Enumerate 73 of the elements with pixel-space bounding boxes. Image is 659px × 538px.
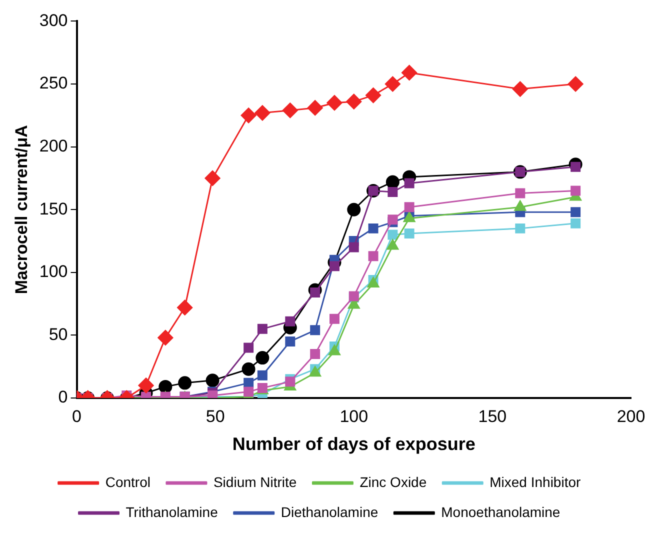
point <box>307 100 323 116</box>
point <box>257 370 268 380</box>
point <box>570 186 581 196</box>
point <box>366 88 382 104</box>
legend-label: Control <box>105 474 150 490</box>
point <box>514 200 526 211</box>
point <box>178 376 192 390</box>
point <box>404 178 414 188</box>
legend-label: Mixed Inhibitor <box>490 474 581 490</box>
point <box>240 108 256 124</box>
legend-label: Sidium Nitrite <box>213 474 297 490</box>
point <box>254 105 270 121</box>
y-tick-label: 100 <box>39 262 68 282</box>
x-tick-label: 100 <box>340 406 368 426</box>
point <box>515 188 526 198</box>
point <box>244 386 254 397</box>
x-tick-label: 0 <box>72 406 82 426</box>
y-tick-label: 150 <box>39 199 68 218</box>
point <box>368 251 378 262</box>
point <box>347 202 361 216</box>
x-tick-label: 200 <box>616 406 646 426</box>
point <box>388 214 398 225</box>
point <box>404 228 414 238</box>
point <box>329 314 340 324</box>
point <box>404 202 414 212</box>
point <box>402 64 418 80</box>
point <box>329 261 340 272</box>
point <box>204 170 220 186</box>
point <box>282 102 298 118</box>
y-tick-label: 300 <box>39 10 68 30</box>
point <box>384 76 400 92</box>
point <box>138 378 154 394</box>
point <box>328 344 340 356</box>
point <box>386 175 400 189</box>
y-tick-label: 50 <box>48 324 68 344</box>
point <box>244 342 254 353</box>
point <box>568 76 584 92</box>
point <box>285 316 296 326</box>
point <box>206 374 220 388</box>
point <box>310 325 320 336</box>
point <box>570 218 581 228</box>
y-tick-label: 0 <box>58 388 68 407</box>
legend-label: Diethanolamine <box>280 504 378 520</box>
y-tick-label: 200 <box>39 136 68 156</box>
point <box>348 242 359 252</box>
point <box>285 376 296 387</box>
y-axis-title: Macrocell current/μA <box>12 125 31 294</box>
legend-label: Monoethanolamine <box>441 504 560 520</box>
point <box>388 230 398 240</box>
point <box>326 95 342 111</box>
point <box>242 362 256 376</box>
point <box>285 336 296 346</box>
point <box>386 239 399 250</box>
point <box>257 324 268 334</box>
x-tick-label: 50 <box>206 406 225 426</box>
point <box>367 276 380 288</box>
x-tick-label: 150 <box>478 406 507 426</box>
point <box>346 94 362 110</box>
point <box>368 223 378 234</box>
point <box>388 187 398 198</box>
point <box>158 380 172 394</box>
legend-label: Zinc Oxide <box>360 474 427 490</box>
point <box>570 207 581 218</box>
point <box>309 366 322 377</box>
legend-label: Trithanolamine <box>126 504 218 520</box>
point <box>177 300 193 316</box>
point <box>512 81 528 97</box>
point <box>158 330 174 346</box>
point <box>515 223 526 234</box>
y-tick-label: 250 <box>39 74 68 93</box>
point <box>256 351 270 365</box>
x-axis-title: Number of days of exposure <box>232 434 476 454</box>
point <box>310 349 320 360</box>
